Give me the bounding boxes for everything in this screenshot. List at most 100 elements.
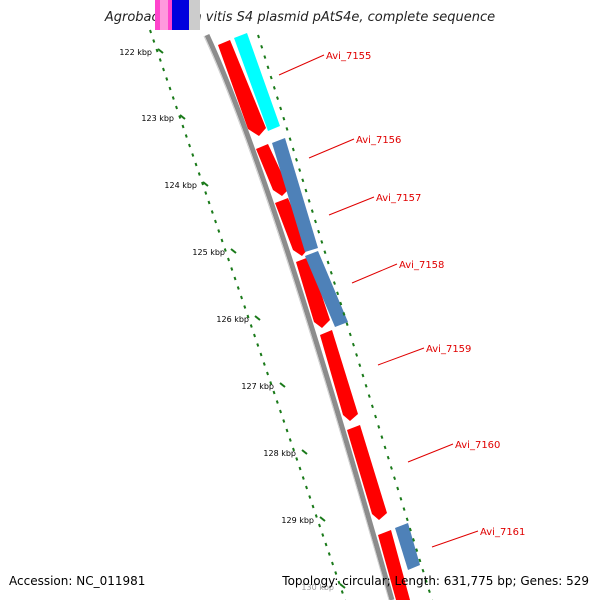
ruler-dot [178, 115, 182, 119]
ruler-dot [279, 409, 282, 414]
major-tick [254, 315, 261, 321]
ruler-dot [307, 199, 311, 203]
ruler-dot [260, 44, 264, 49]
ruler-dot [308, 495, 312, 499]
gene-label-avi-7158[interactable]: Avi_7158 [399, 260, 444, 271]
ruler-dot [272, 390, 276, 395]
cds-avi-7161[interactable] [378, 530, 410, 600]
feature-blue-2[interactable] [305, 251, 348, 327]
cds-avi-7160[interactable] [347, 425, 387, 520]
ruler-dot [220, 238, 224, 243]
ruler-dot [282, 116, 286, 121]
ruler-dot [262, 362, 266, 366]
ruler-dot [370, 404, 374, 409]
ruler-dot [230, 267, 234, 271]
ruler-dot [367, 394, 371, 398]
ruler-dot [175, 105, 178, 110]
ruler-dot [197, 172, 201, 176]
ruler-dot [332, 281, 336, 285]
major-tick [202, 181, 209, 187]
feature-blue-partial [172, 0, 189, 30]
gene-label-avi-7156[interactable]: Avi_7156 [356, 135, 401, 146]
cds-avi-7155[interactable] [218, 40, 266, 136]
ruler-dot [323, 250, 327, 255]
feature-cyan[interactable] [234, 33, 280, 131]
ruler-dot [282, 419, 286, 423]
ruler-dot [345, 322, 349, 326]
tick-label: 123 kbp [141, 114, 174, 123]
major-tick [339, 583, 346, 589]
cds-avi-7158[interactable] [296, 257, 330, 328]
ruler-dot [149, 29, 152, 34]
ruler-dot [295, 157, 298, 162]
cds-avi-7157[interactable] [275, 198, 309, 256]
ruler-dot [351, 342, 355, 347]
major-tick [157, 48, 164, 54]
gene-leader-line [351, 263, 398, 284]
ruler-dot [171, 96, 175, 100]
ruler-dot [269, 381, 273, 385]
ruler-dot [236, 286, 240, 290]
feature-blue-1[interactable] [272, 138, 318, 252]
feature-blue-3[interactable] [395, 523, 420, 570]
ruler-dot [337, 580, 341, 585]
tick-label: 130 kbp [301, 583, 334, 592]
ruler-dot [184, 134, 188, 138]
ruler-dot [165, 77, 169, 81]
cds-avi-7156[interactable] [256, 144, 289, 196]
gene-label-avi-7161[interactable]: Avi_7161 [480, 527, 525, 538]
major-tick [230, 248, 237, 254]
ruler-dot [424, 579, 428, 583]
ruler-dot [317, 229, 321, 234]
ruler-dot [158, 58, 162, 62]
ruler-dot [405, 517, 409, 522]
ruler-dot [389, 466, 393, 470]
ruler-dot [364, 383, 368, 388]
ruler-dot [358, 363, 362, 368]
ruler-dot [386, 455, 390, 460]
tick-label: 125 kbp [192, 248, 225, 257]
ruler-dot [295, 457, 299, 461]
ruler-dot [336, 291, 340, 296]
tick-label: 129 kbp [281, 516, 314, 525]
ruler-dot [227, 257, 230, 262]
ruler-dot [292, 447, 295, 452]
ruler-dot [342, 312, 346, 316]
ruler-dot [285, 127, 289, 131]
ruler-dot [188, 143, 191, 148]
gene-label-avi-7155[interactable]: Avi_7155 [326, 51, 371, 62]
ruler-dot [318, 523, 321, 528]
tick-label: 122 kbp [119, 48, 152, 57]
ruler-dot [253, 333, 256, 338]
backbone-highlight [203, 35, 390, 600]
accession-text: Accession: NC_011981 [9, 574, 146, 588]
ruler-dot [204, 191, 208, 195]
ruler-dot [396, 486, 400, 491]
ruler-dot [256, 343, 260, 347]
gene-leader-line [377, 347, 425, 366]
ruler-dot [427, 589, 431, 594]
ruler-dot [374, 414, 378, 419]
ruler-dot [321, 533, 325, 537]
gene-leader-line [328, 196, 375, 216]
feature-lightgray-partial [189, 0, 200, 30]
ruler-dot [314, 219, 317, 224]
gene-label-avi-7157[interactable]: Avi_7157 [376, 193, 421, 204]
ruler-dot [257, 34, 260, 39]
ruler-dot [320, 240, 324, 244]
ruler-dot [421, 568, 425, 573]
ruler-dot [191, 153, 195, 157]
ruler-dot [259, 352, 263, 357]
tick-label: 126 kbp [216, 315, 249, 324]
ruler-dot [162, 67, 165, 72]
ruler-dot [233, 276, 237, 281]
ruler-dot [243, 305, 247, 309]
ruler-dot [269, 75, 273, 80]
ruler-dot [223, 248, 227, 252]
cds-avi-7159[interactable] [320, 330, 358, 421]
gene-leader-line [431, 530, 479, 548]
gene-label-avi-7160[interactable]: Avi_7160 [455, 440, 500, 451]
gene-label-avi-7159[interactable]: Avi_7159 [426, 344, 471, 355]
ruler-dot [288, 137, 292, 142]
